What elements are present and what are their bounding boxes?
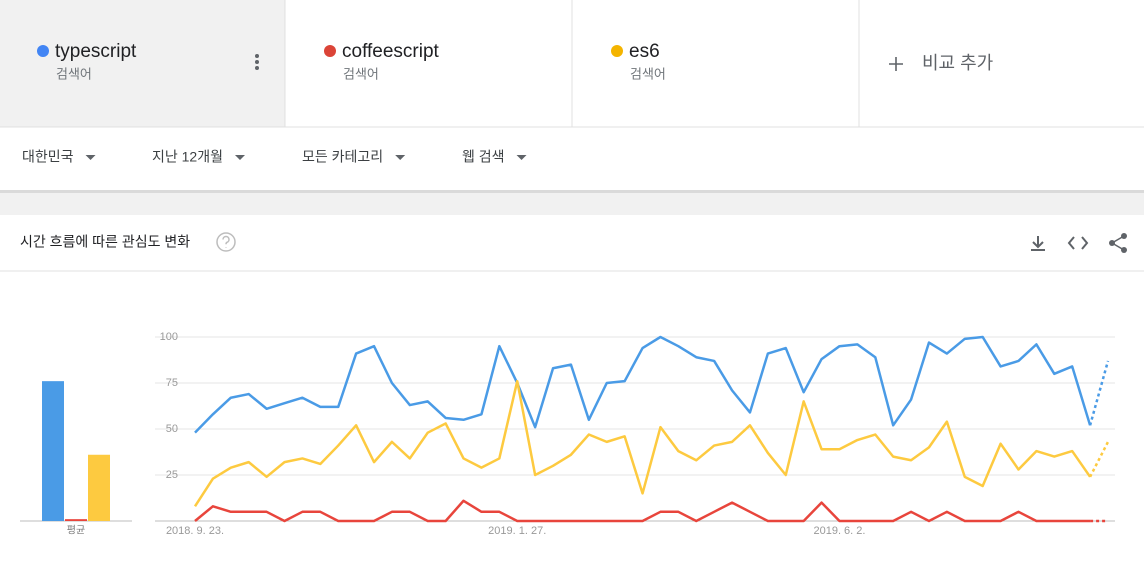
download-icon[interactable] — [1031, 236, 1045, 251]
shadow — [0, 190, 1144, 193]
help-icon[interactable] — [216, 232, 236, 252]
section-title: 시간 흐름에 따른 관심도 변화 — [20, 234, 190, 250]
x-tick-label: 2018. 9. 23. — [166, 525, 224, 537]
filter-label: 웹 검색 — [462, 149, 505, 165]
term-dot — [611, 45, 623, 57]
links — [1110, 235, 1125, 251]
partial-segment — [1088, 441, 1110, 478]
filters-bar — [0, 128, 1144, 190]
term-name: typescript — [55, 41, 137, 62]
y-tick-label: 100 — [160, 331, 178, 343]
filters: 대한민국 지난 12개월 모든 카테고리 웹 검색 — [22, 149, 527, 165]
dot — [255, 54, 259, 58]
dot — [255, 60, 259, 64]
filter-label: 모든 카테고리 — [302, 149, 383, 165]
avg-bar — [88, 454, 110, 521]
partial-segment — [1088, 360, 1110, 426]
series-line — [194, 335, 1092, 434]
x-tick-label: 2019. 1. 27. — [488, 525, 546, 537]
series-line — [194, 499, 1091, 523]
embed-icon[interactable] — [1067, 236, 1089, 250]
avg-label: 평균 — [67, 525, 85, 537]
gap — [0, 193, 1144, 215]
y-tick-label: 25 — [166, 469, 178, 481]
term-name: es6 — [629, 41, 660, 62]
dropdown-arrow — [85, 155, 96, 160]
add-compare-label: 비교 추가 — [922, 53, 993, 73]
avg-bar — [42, 381, 64, 521]
term-type: 검색어 — [56, 66, 92, 81]
active-term-bg — [0, 0, 285, 127]
dropdown-arrow — [234, 155, 245, 160]
term-type: 검색어 — [343, 66, 379, 81]
help-mark — [222, 235, 230, 248]
term-dot — [324, 45, 336, 57]
y-tick-label: 50 — [166, 423, 178, 435]
plus-icon — [889, 57, 903, 71]
kebab-menu[interactable] — [255, 54, 259, 70]
y-tick-label: 75 — [166, 377, 178, 389]
add-compare[interactable]: 비교 추가 — [889, 53, 993, 73]
help-circle — [216, 232, 236, 252]
filter-label: 대한민국 — [22, 149, 74, 165]
filter-label: 지난 12개월 — [152, 149, 223, 165]
term-name: coffeescript — [342, 41, 440, 62]
term-dot — [37, 45, 49, 57]
x-tick-label: 2019. 6. 2. — [813, 525, 865, 537]
share-icon[interactable] — [1109, 233, 1127, 253]
term-type: 검색어 — [630, 66, 666, 81]
dropdown-arrow — [395, 155, 406, 160]
dropdown-arrow — [516, 155, 527, 160]
dot — [255, 66, 259, 70]
series-line — [193, 379, 1092, 507]
avg-bar — [65, 519, 87, 521]
